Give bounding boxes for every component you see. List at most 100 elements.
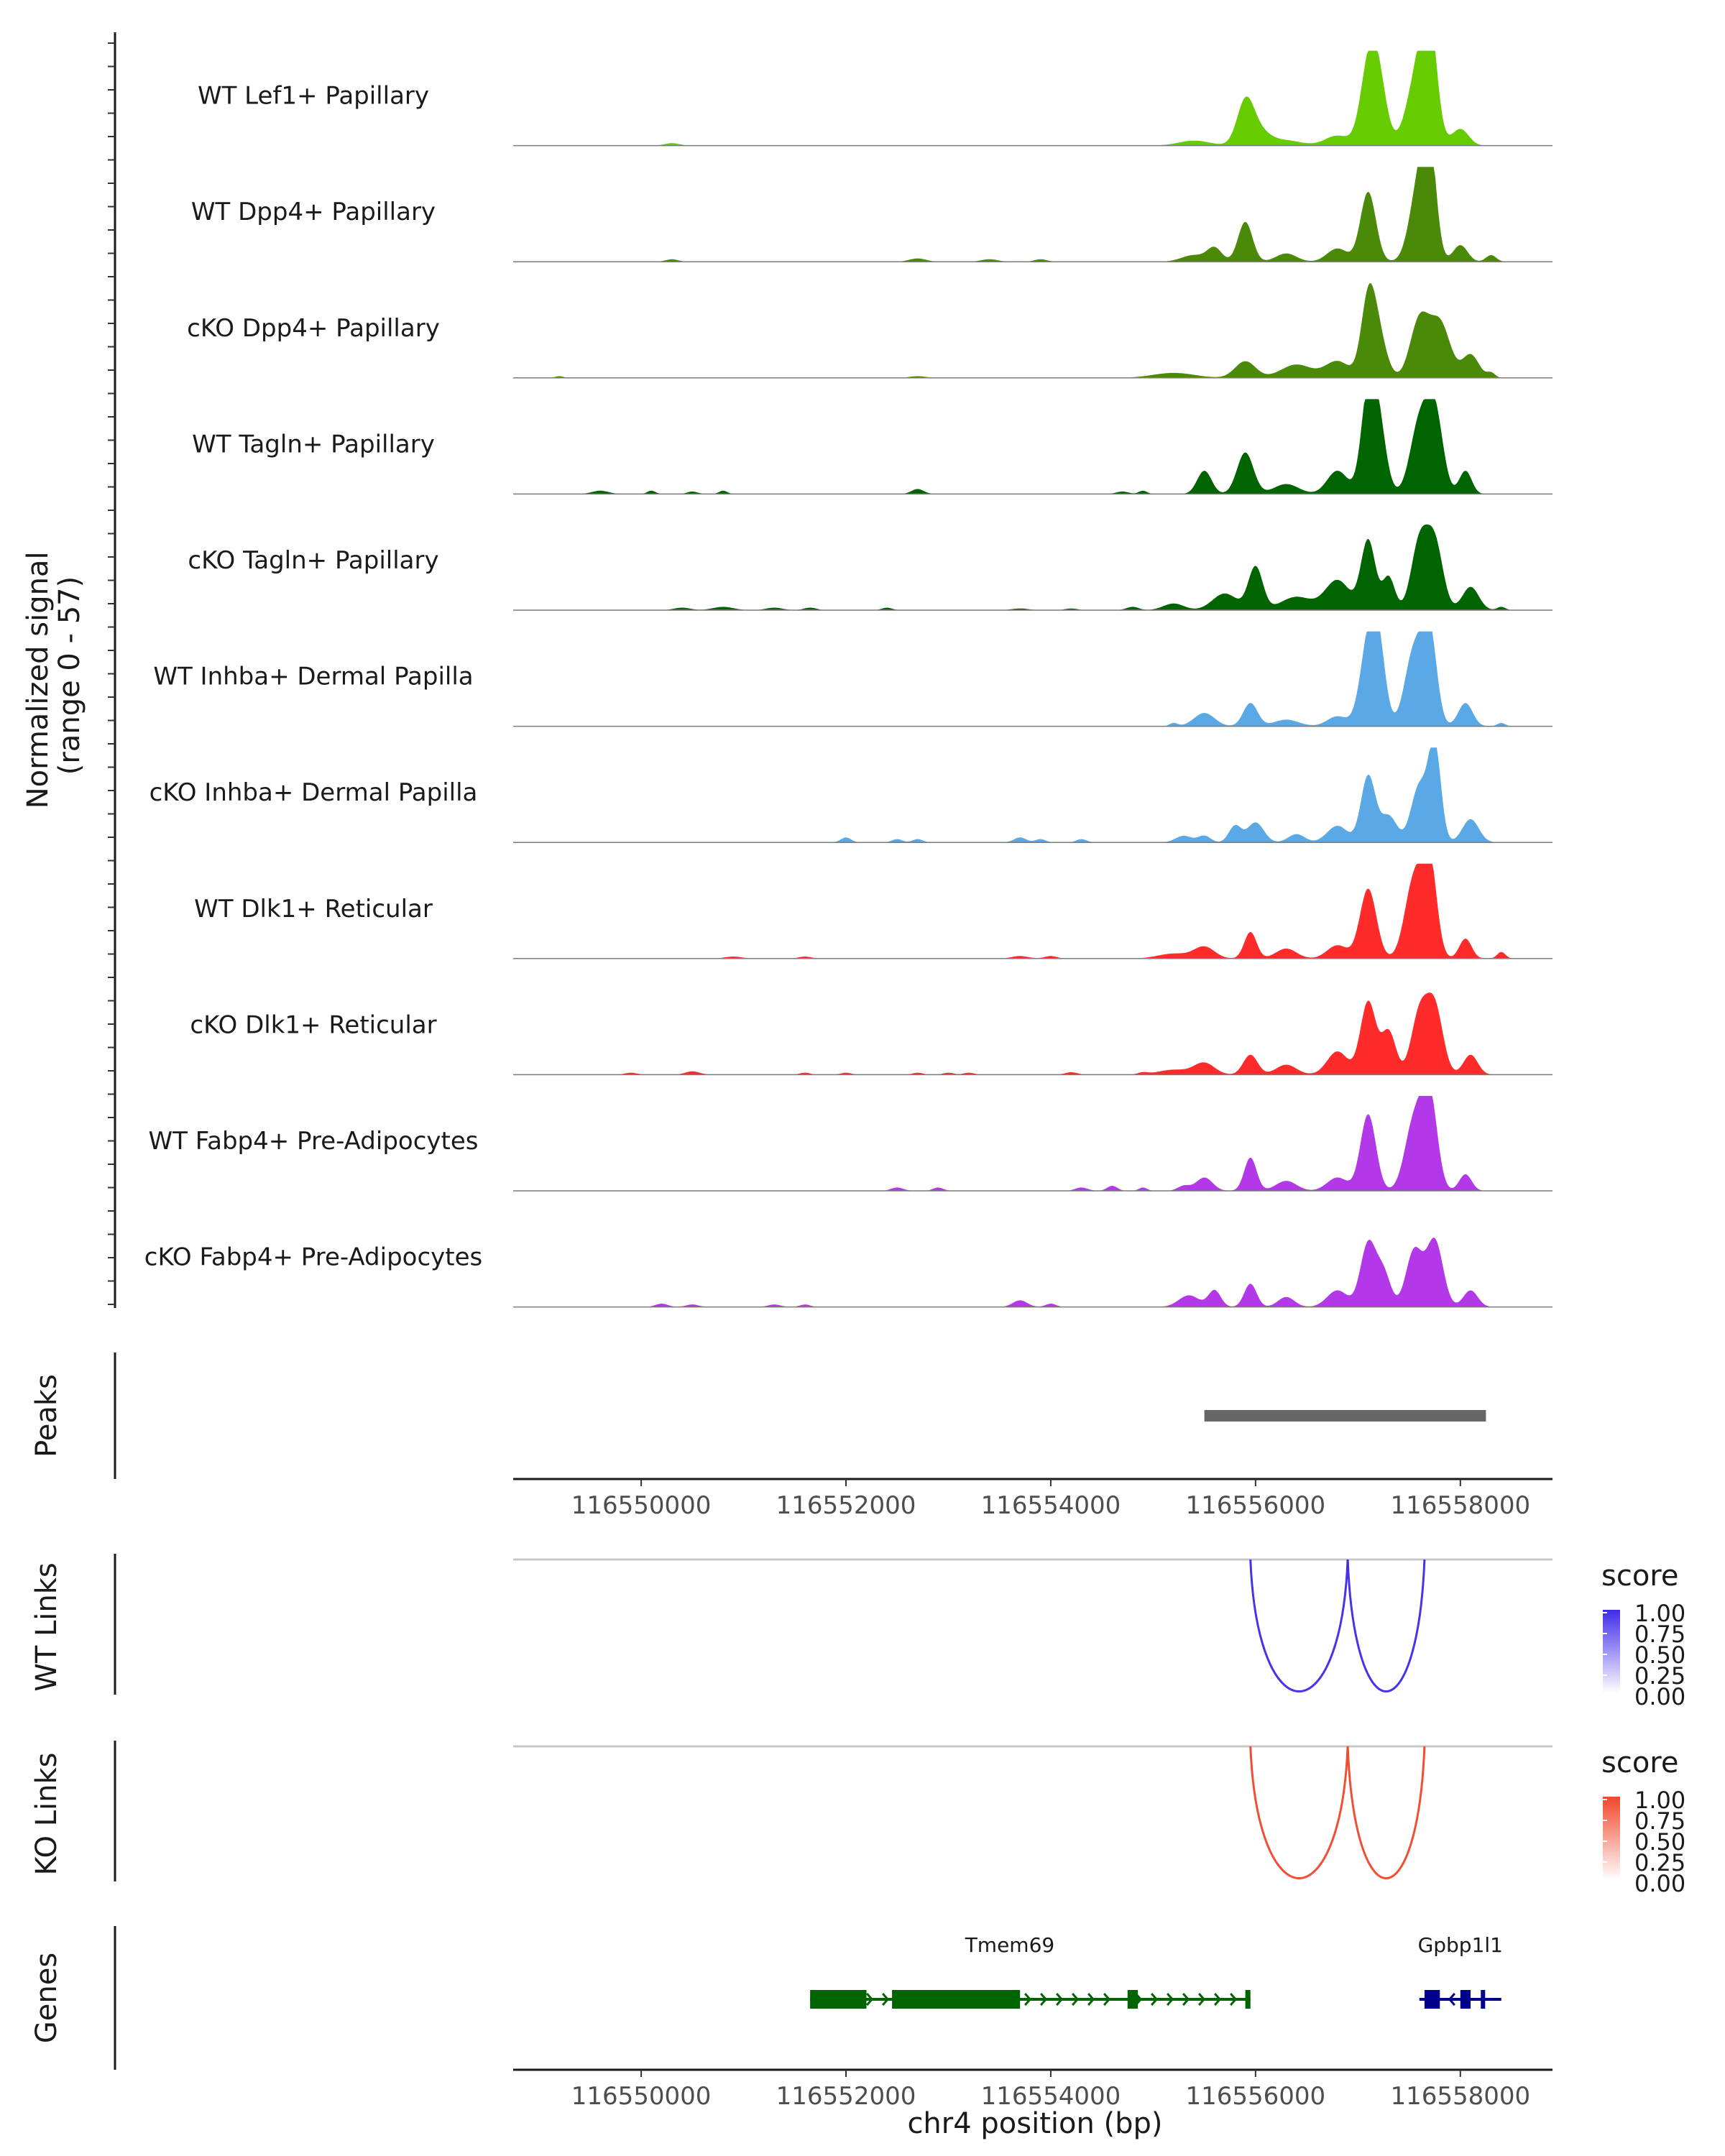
legend-title: score bbox=[1601, 1560, 1678, 1593]
legend-tick-label: 1.00 bbox=[1634, 1600, 1685, 1627]
strand-arrow bbox=[1230, 1993, 1238, 2006]
track-label: WT Dpp4+ Papillary bbox=[191, 198, 436, 226]
coverage-y-axis bbox=[108, 32, 116, 1308]
links-label: WT Links bbox=[30, 1562, 63, 1691]
x-tick-label: 116550000 bbox=[571, 2082, 712, 2111]
strand-arrow bbox=[1198, 1993, 1206, 2006]
track-label: WT Inhba+ Dermal Papilla bbox=[153, 663, 473, 691]
x-axis-lower: 116550000 116552000 116554000 116556000 1165… bbox=[513, 2068, 1552, 2111]
x-axis-upper: 116550000 116552000 116554000 116556000 1165… bbox=[513, 1478, 1552, 1520]
legend-title: score bbox=[1601, 1746, 1678, 1779]
x-axis-label: chr4 position (bp) bbox=[907, 2107, 1162, 2140]
legend-colorbar bbox=[1603, 1797, 1620, 1880]
coverage-track: WT Fabp4+ Pre-Adipocytes bbox=[149, 1096, 1552, 1192]
exon bbox=[1460, 1990, 1471, 2009]
wt-links-track: WT Links score 1.000.750.500.250.00 bbox=[30, 1554, 1685, 1710]
coverage-track: cKO Dlk1+ Reticular bbox=[190, 992, 1552, 1076]
peaks-label: Peaks bbox=[30, 1374, 63, 1457]
strand-arrow bbox=[1151, 1993, 1159, 2006]
exon bbox=[810, 1990, 867, 2009]
coverage-area bbox=[513, 992, 1552, 1075]
coverage-track: cKO Inhba+ Dermal Papilla bbox=[150, 747, 1552, 843]
legend-colorbar bbox=[1603, 1610, 1620, 1693]
track-label: WT Tagln+ Papillary bbox=[192, 430, 435, 459]
track-label: cKO Dpp4+ Papillary bbox=[187, 314, 440, 343]
coverage-track: WT Lef1+ Papillary bbox=[198, 50, 1552, 147]
gene-model: Gpbp1l1 bbox=[1418, 1933, 1503, 2009]
strand-arrow bbox=[1182, 1993, 1190, 2006]
link-arc bbox=[1346, 1746, 1426, 1879]
exon bbox=[1424, 1990, 1440, 2009]
coverage-track: WT Dlk1+ Reticular bbox=[194, 863, 1552, 959]
links-label: KO Links bbox=[30, 1753, 63, 1876]
track-label: WT Lef1+ Papillary bbox=[198, 82, 429, 111]
strand-arrow bbox=[1024, 1993, 1032, 2006]
strand-arrow bbox=[1214, 1993, 1222, 2006]
coverage-area bbox=[513, 399, 1552, 494]
strand-arrow bbox=[866, 1993, 874, 2006]
coverage-y-label-line2: (range 0 - 57) bbox=[53, 576, 86, 775]
x-tick-label: 116552000 bbox=[776, 1491, 916, 1520]
coverage-track: WT Dpp4+ Papillary bbox=[191, 167, 1552, 262]
track-label: cKO Dlk1+ Reticular bbox=[190, 1010, 436, 1039]
coverage-area bbox=[513, 50, 1552, 146]
x-tick-label: 116554000 bbox=[981, 1491, 1121, 1520]
exon bbox=[1245, 1990, 1251, 2009]
legend-tick-label: 0.00 bbox=[1634, 1683, 1685, 1710]
link-arc bbox=[1249, 1746, 1349, 1879]
strand-arrow bbox=[1103, 1993, 1111, 2006]
gene-name: Gpbp1l1 bbox=[1418, 1933, 1503, 1957]
coverage-area bbox=[513, 282, 1552, 378]
coverage-track: WT Tagln+ Papillary bbox=[192, 399, 1552, 495]
legend-tick-label: 1.00 bbox=[1634, 1787, 1685, 1814]
legend-tick-label: 0.25 bbox=[1634, 1662, 1685, 1690]
link-arc bbox=[1346, 1559, 1426, 1692]
exon bbox=[892, 1990, 1021, 2009]
gene-model: Tmem69 bbox=[810, 1933, 1251, 2009]
x-tick-label: 116558000 bbox=[1390, 2082, 1530, 2111]
coverage-track: WT Inhba+ Dermal Papilla bbox=[153, 631, 1552, 727]
legend-tick-label: 0.25 bbox=[1634, 1849, 1685, 1876]
track-label: cKO Inhba+ Dermal Papilla bbox=[150, 778, 478, 807]
genes-label: Genes bbox=[30, 1953, 63, 2043]
legend-tick-label: 0.50 bbox=[1634, 1641, 1685, 1669]
x-tick-label: 116556000 bbox=[1186, 2082, 1326, 2111]
coverage-track: cKO Tagln+ Papillary bbox=[188, 524, 1552, 611]
strand-arrow bbox=[1087, 1993, 1095, 2006]
strand-arrow bbox=[1167, 1993, 1174, 2006]
strand-arrow bbox=[1072, 1993, 1080, 2006]
track-label: WT Fabp4+ Pre-Adipocytes bbox=[149, 1127, 479, 1156]
coverage-y-label: Normalized signal (range 0 - 57) bbox=[22, 543, 86, 809]
gene-name: Tmem69 bbox=[965, 1933, 1055, 1957]
legend-tick-label: 0.75 bbox=[1634, 1621, 1685, 1648]
exon bbox=[1127, 1990, 1138, 2009]
coverage-area bbox=[513, 1238, 1552, 1307]
peak-region bbox=[1204, 1410, 1486, 1422]
link-arc bbox=[1249, 1559, 1349, 1692]
track-label: WT Dlk1+ Reticular bbox=[194, 895, 433, 923]
strand-arrow bbox=[1448, 1993, 1455, 2006]
peaks-track: Peaks bbox=[30, 1353, 1486, 1479]
x-axes: 116550000 116552000 116554000 116556000 1165… bbox=[513, 1478, 1552, 2111]
track-label: cKO Fabp4+ Pre-Adipocytes bbox=[144, 1243, 483, 1272]
legend-tick-label: 0.75 bbox=[1634, 1807, 1685, 1835]
strand-arrow bbox=[1040, 1993, 1048, 2006]
x-tick-label: 116556000 bbox=[1186, 1491, 1326, 1520]
strand-arrow bbox=[1056, 1993, 1064, 2006]
legend-tick-label: 0.00 bbox=[1634, 1870, 1685, 1897]
x-tick-label: 116554000 bbox=[981, 2082, 1121, 2111]
genes-track: Genes Tmem69 Gpbp1l1 bbox=[30, 1926, 1503, 2070]
coverage-track: cKO Fabp4+ Pre-Adipocytes bbox=[144, 1238, 1552, 1308]
coverage-track: cKO Dpp4+ Papillary bbox=[187, 282, 1552, 379]
track-label: cKO Tagln+ Papillary bbox=[188, 546, 438, 575]
x-tick-label: 116550000 bbox=[571, 1491, 712, 1520]
coverage-y-label-line1: Normalized signal bbox=[22, 551, 55, 808]
exon bbox=[1481, 1990, 1486, 2009]
strand-arrow bbox=[882, 1993, 890, 2006]
x-tick-label: 116552000 bbox=[776, 2082, 916, 2111]
coverage-area bbox=[513, 524, 1552, 610]
coverage-tracks: WT Lef1+ Papillary WT Dpp4+ Papillary cKO … bbox=[144, 50, 1552, 1308]
ko-links-track: KO Links score 1.000.750.500.250.00 bbox=[30, 1741, 1685, 1897]
